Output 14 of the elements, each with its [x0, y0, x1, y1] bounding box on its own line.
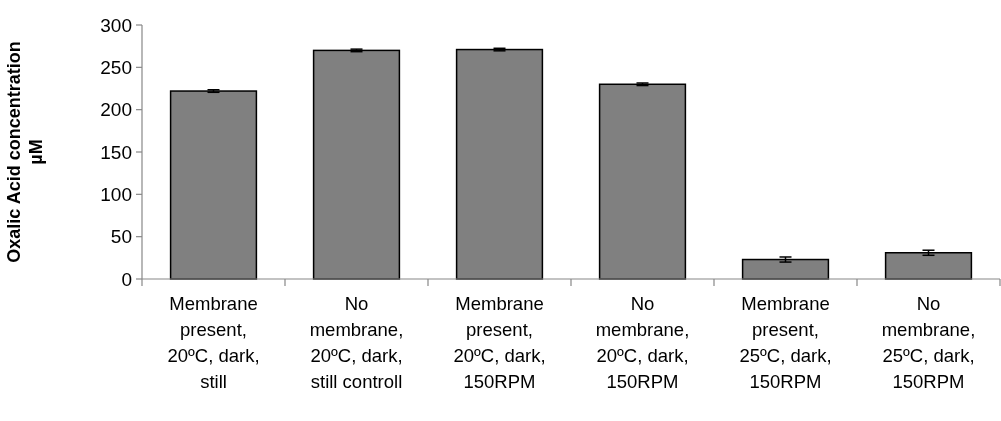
x-tick-label: Membrane present, 20ºC, dark, 150RPM [453, 293, 546, 392]
y-tick-label: 300 [100, 14, 132, 36]
y-tick-label: 250 [100, 56, 132, 78]
y-tick-label: 0 [121, 268, 132, 290]
y-axis-title: Oxalic Acid concentration µM [4, 41, 46, 263]
x-tick-label: Membrane present, 20ºC, dark, still [167, 293, 260, 392]
y-tick-label: 200 [100, 99, 132, 121]
x-tick-label: Membrane present, 25ºC, dark, 150RPM [739, 293, 832, 392]
x-tick-label: No membrane, 25ºC, dark, 150RPM [881, 293, 976, 392]
y-tick-label: 150 [100, 141, 132, 163]
x-tick-label: No membrane, 20ºC, dark, still controll [309, 293, 404, 392]
y-tick-label: 100 [100, 183, 132, 205]
x-tick-label: No membrane, 20ºC, dark, 150RPM [595, 293, 690, 392]
y-tick-label: 50 [110, 226, 132, 248]
